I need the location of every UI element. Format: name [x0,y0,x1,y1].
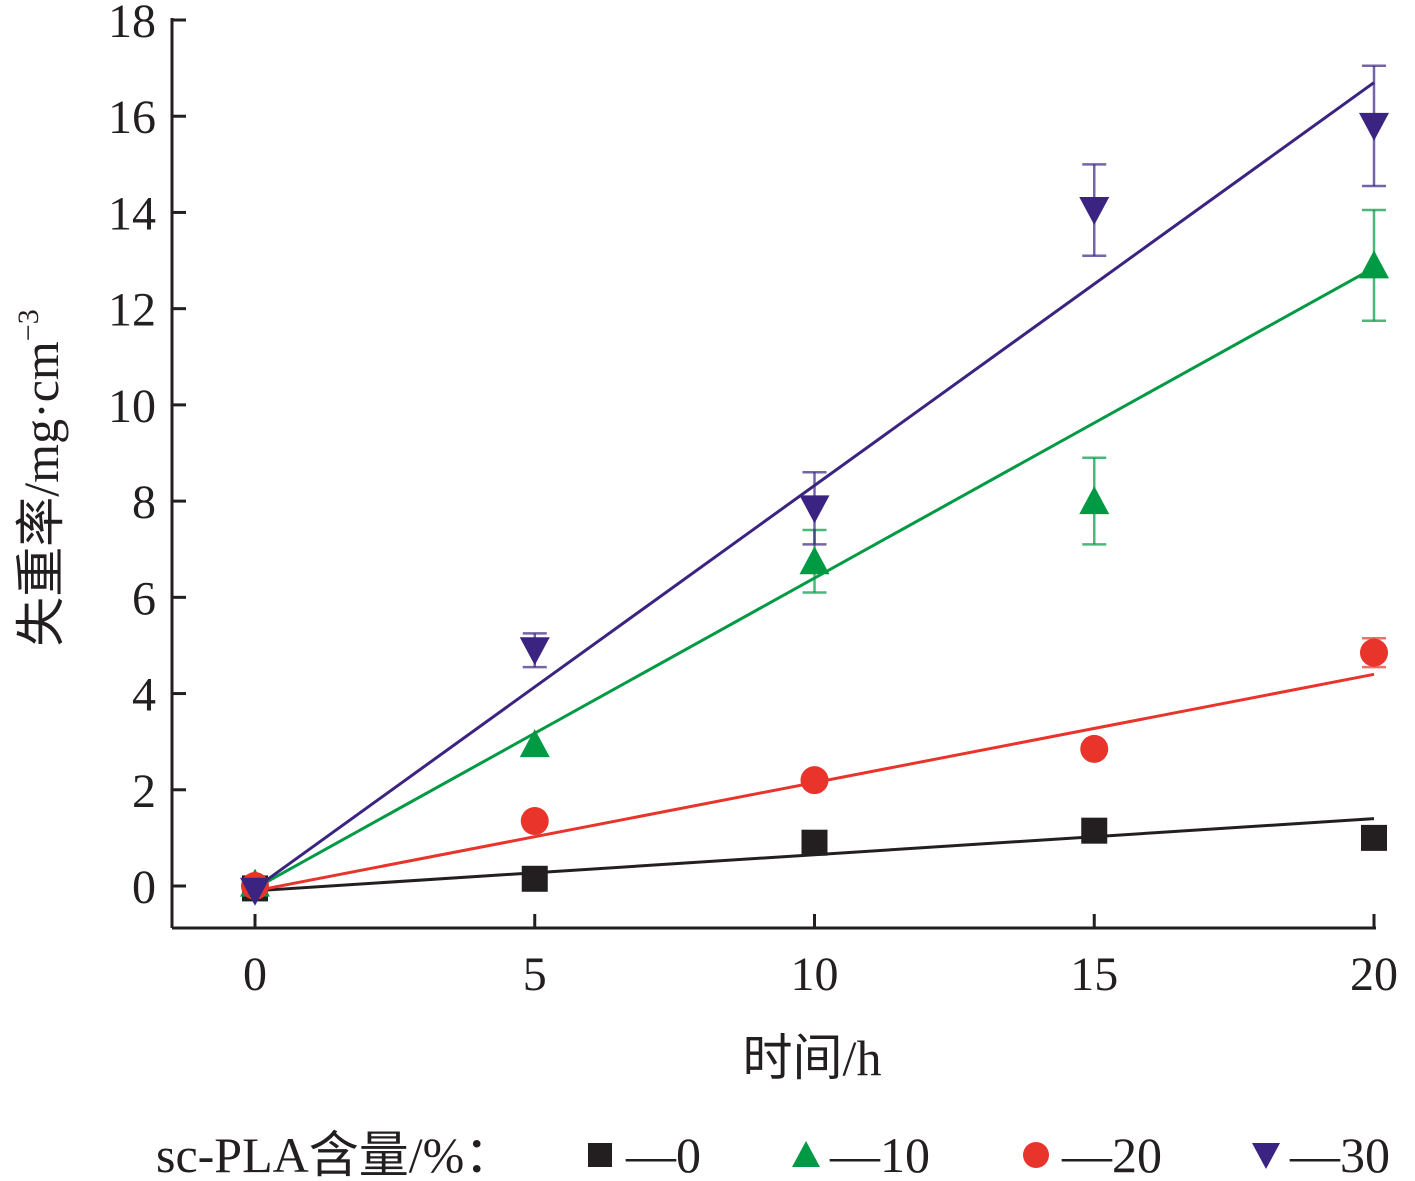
x-tick-label: 5 [523,948,547,1001]
y-axis-title-main: 失重率/mg·cm [13,341,69,647]
legend-label-20: —20 [1061,1127,1162,1181]
y-axis-title-group: 失重率/mg·cm−3 [12,309,69,646]
legend-label-10: —10 [829,1127,930,1181]
x-tick-label: 0 [243,948,267,1001]
axes [170,18,1376,930]
data-point-0 [1361,824,1387,851]
data-point-0 [801,829,828,856]
data-point-30 [1079,197,1110,226]
data-point-10 [1359,250,1389,279]
legend-marker-0 [588,1143,612,1167]
data-point-30 [1359,112,1389,141]
y-tick-label: 18 [108,0,156,48]
legend-marker-10 [792,1141,820,1167]
legend-label-0: —0 [625,1127,701,1181]
data-point-0 [1081,817,1108,844]
y-tick-label: 8 [132,476,156,529]
y-tick-label: 14 [108,187,156,240]
legend-marker-20 [1023,1142,1049,1168]
data-point-20 [520,807,549,836]
y-tick-label: 2 [132,765,156,818]
x-tick-label: 15 [1070,948,1118,1001]
legend-title: sc-PLA含量/%： [156,1127,514,1181]
ticks: 0 2 4 6 8 10 12 14 16 18 0 5 10 15 20 [108,0,1398,1001]
data-point-0 [521,865,548,892]
y-axis-title: 失重率/mg·cm−3 [12,309,69,646]
data-markers [240,112,1389,906]
legend: sc-PLA含量/%： —0 —10 —20 —30 [156,1127,1390,1181]
y-tick-label: 6 [132,572,156,625]
data-point-20 [1080,734,1109,763]
data-point-30 [240,877,270,906]
legend-marker-30 [1252,1143,1280,1169]
y-axis-title-superscript: −3 [12,309,45,341]
error-bars [522,64,1386,669]
data-point-10 [799,546,830,575]
data-point-10 [1079,486,1110,515]
data-point-20 [800,766,829,795]
y-tick-label: 4 [132,669,156,722]
x-tick-label: 20 [1350,948,1398,1001]
y-tick-label: 10 [108,380,156,433]
data-point-20 [1360,638,1388,667]
data-point-30 [799,495,830,524]
data-point-10 [519,729,550,758]
legend-label-30: —30 [1289,1127,1390,1181]
y-tick-label: 16 [108,91,156,144]
x-axis-title: 时间/h [743,1030,882,1086]
data-point-30 [519,637,550,666]
y-tick-label: 12 [108,284,156,337]
x-tick-label: 10 [791,948,839,1001]
y-tick-label: 0 [132,861,156,914]
